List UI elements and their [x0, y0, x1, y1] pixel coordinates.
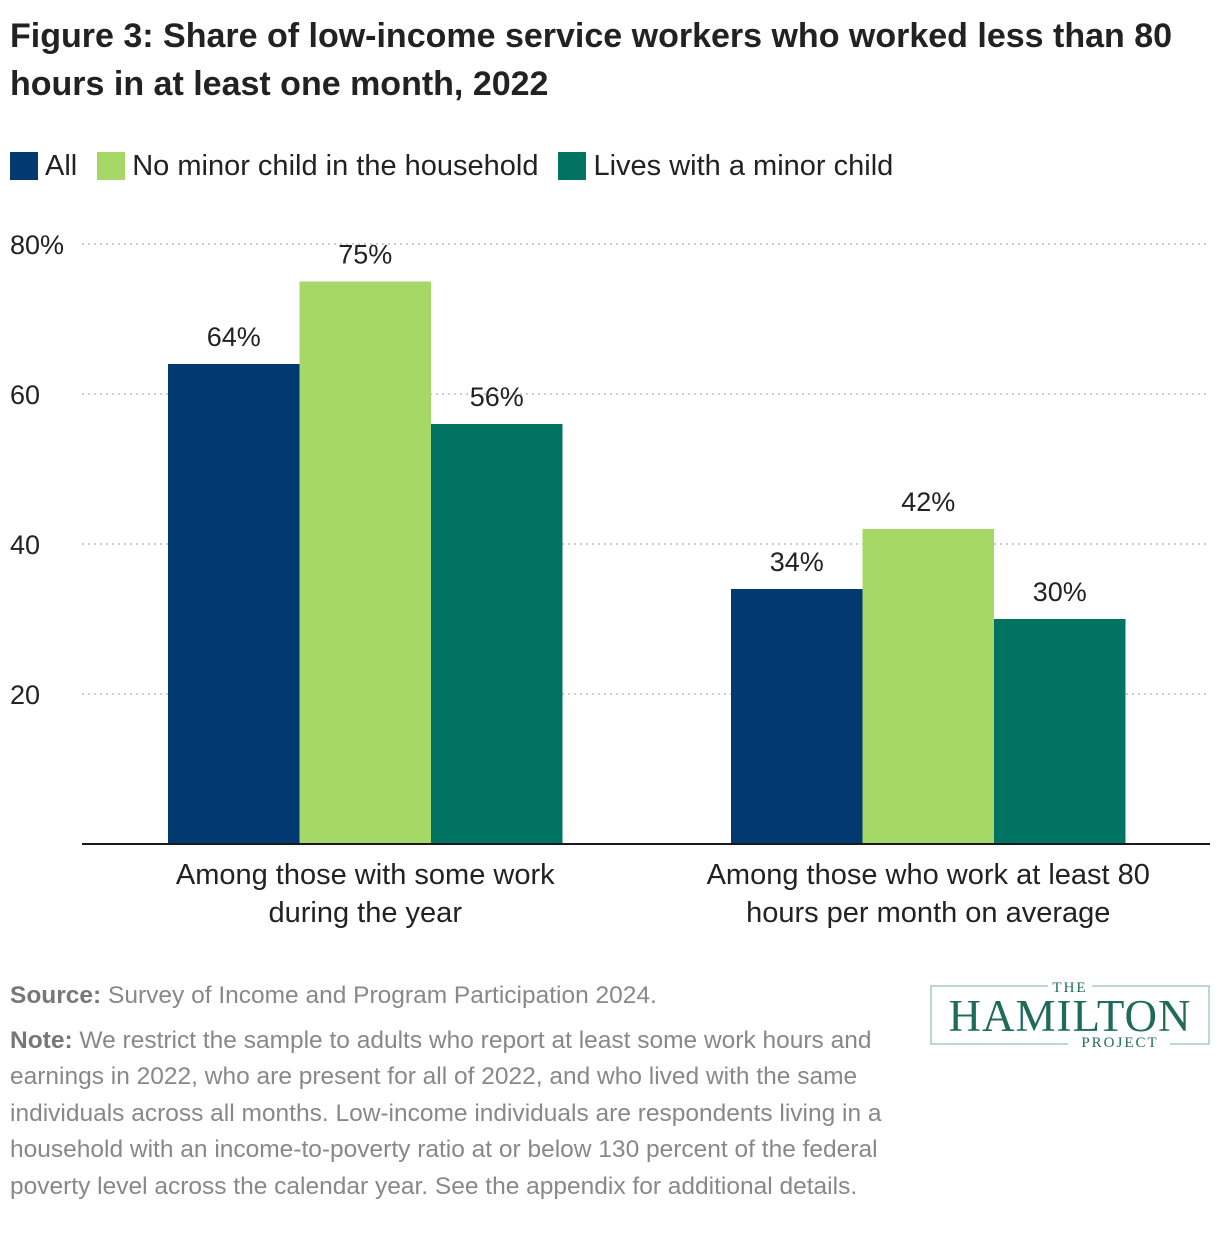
legend-item-no-minor-child: No minor child in the household — [97, 150, 538, 183]
category-label-1-line-1: hours per month on average — [746, 897, 1110, 929]
category-label-1-line-0: Among those who work at least 80 — [707, 859, 1150, 891]
source-text: Survey of Income and Program Participati… — [101, 982, 657, 1009]
data-label-1-0: 34% — [770, 547, 824, 577]
data-label-0-0: 64% — [207, 322, 261, 352]
y-tick-label-20: 20 — [10, 680, 40, 710]
source-label: Source: — [10, 982, 102, 1009]
logo-top-text: THE — [1052, 980, 1087, 996]
legend-swatch-lives-with-minor-child — [558, 152, 587, 180]
bar-chart: 80% 60 40 20 64% 75% 56% Among those with some … — [10, 230, 1210, 929]
bar-1-2 — [994, 619, 1126, 844]
data-label-1-1: 42% — [901, 487, 955, 517]
legend-item-lives-with-minor-child: Lives with a minor child — [558, 150, 893, 183]
category-label-0-line-1: during the year — [269, 897, 463, 929]
data-label-1-2: 30% — [1033, 577, 1087, 607]
legend-label-no-minor-child: No minor child in the household — [132, 149, 539, 182]
bar-1-1 — [862, 529, 994, 844]
y-tick-label-60: 60 — [10, 380, 40, 410]
category-label-0-line-0: Among those with some work — [176, 859, 555, 891]
data-label-0-1: 75% — [338, 240, 392, 270]
legend: All No minor child in the household Live… — [10, 146, 913, 186]
logo-main-text: HAMILTON — [948, 991, 1191, 1041]
note-text: We restrict the sample to adults who rep… — [10, 1026, 882, 1200]
note: Note: We restrict the sample to adults w… — [10, 1023, 900, 1206]
chart-title: Figure 3: Share of low-income service wo… — [10, 17, 1173, 103]
legend-item-all: All — [10, 150, 77, 183]
bar-0-2 — [431, 424, 563, 844]
note-label: Note: — [10, 1026, 73, 1054]
bar-0-1 — [299, 281, 431, 844]
footer: Source: Survey of Income and Program Par… — [10, 978, 900, 1213]
legend-label-lives-with-minor-child: Lives with a minor child — [593, 149, 894, 182]
bar-1-0 — [731, 589, 863, 844]
data-label-0-2: 56% — [470, 382, 524, 412]
legend-label-all: All — [45, 149, 78, 182]
logo-bottom-text: PROJECT — [1081, 1035, 1158, 1048]
bar-0-0 — [168, 364, 300, 844]
logo-top-mask — [1048, 978, 1092, 994]
y-tick-label-80: 80% — [10, 230, 64, 260]
logo-bottom-mask — [1068, 1034, 1170, 1048]
y-tick-label-40: 40 — [10, 530, 40, 560]
source-note: Source: Survey of Income and Program Par… — [10, 978, 900, 1015]
hamilton-project-logo: THE HAMILTON PROJECT — [930, 978, 1210, 1048]
legend-swatch-all — [10, 152, 38, 180]
legend-swatch-no-minor-child — [97, 152, 126, 180]
